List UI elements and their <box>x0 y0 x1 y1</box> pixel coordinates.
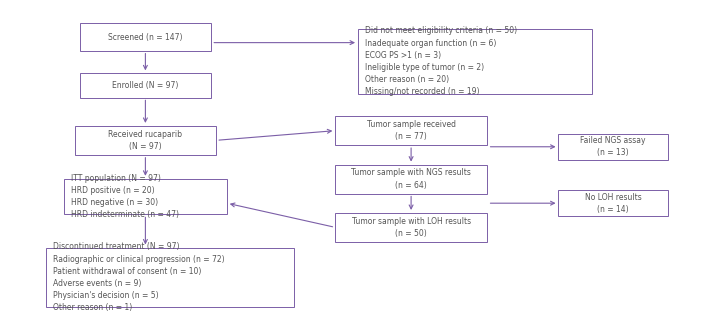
FancyBboxPatch shape <box>74 126 216 155</box>
FancyBboxPatch shape <box>64 179 227 215</box>
Text: No LOH results
(n = 14): No LOH results (n = 14) <box>585 192 641 214</box>
FancyBboxPatch shape <box>80 23 211 51</box>
FancyBboxPatch shape <box>335 213 487 242</box>
FancyBboxPatch shape <box>335 164 487 193</box>
Text: Tumor sample received
(n = 77): Tumor sample received (n = 77) <box>367 120 455 141</box>
FancyBboxPatch shape <box>80 73 211 98</box>
Text: Did not meet eligibility criteria (n = 50)
Inadequate organ function (n = 6)
ECO: Did not meet eligibility criteria (n = 5… <box>365 26 517 96</box>
Text: Tumor sample with LOH results
(n = 50): Tumor sample with LOH results (n = 50) <box>351 217 471 238</box>
Text: Discontinued treatment (N = 97)
Radiographic or clinical progression (n = 72)
Pa: Discontinued treatment (N = 97) Radiogra… <box>54 242 225 312</box>
Text: Received rucaparib
(N = 97): Received rucaparib (N = 97) <box>108 130 182 151</box>
Text: ITT population (N = 97)
HRD positive (n = 20)
HRD negative (n = 30)
HRD indeterm: ITT population (N = 97) HRD positive (n … <box>71 174 179 219</box>
FancyBboxPatch shape <box>46 247 294 307</box>
FancyBboxPatch shape <box>335 116 487 145</box>
Text: Failed NGS assay
(n = 13): Failed NGS assay (n = 13) <box>581 136 646 157</box>
Text: Screened (n = 147): Screened (n = 147) <box>108 33 183 42</box>
FancyBboxPatch shape <box>558 190 668 216</box>
FancyBboxPatch shape <box>558 134 668 160</box>
Text: Tumor sample with NGS results
(n = 64): Tumor sample with NGS results (n = 64) <box>351 168 471 190</box>
FancyBboxPatch shape <box>358 29 591 93</box>
Text: Enrolled (N = 97): Enrolled (N = 97) <box>112 81 179 90</box>
